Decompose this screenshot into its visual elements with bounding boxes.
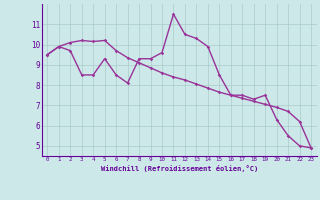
X-axis label: Windchill (Refroidissement éolien,°C): Windchill (Refroidissement éolien,°C) <box>100 165 258 172</box>
